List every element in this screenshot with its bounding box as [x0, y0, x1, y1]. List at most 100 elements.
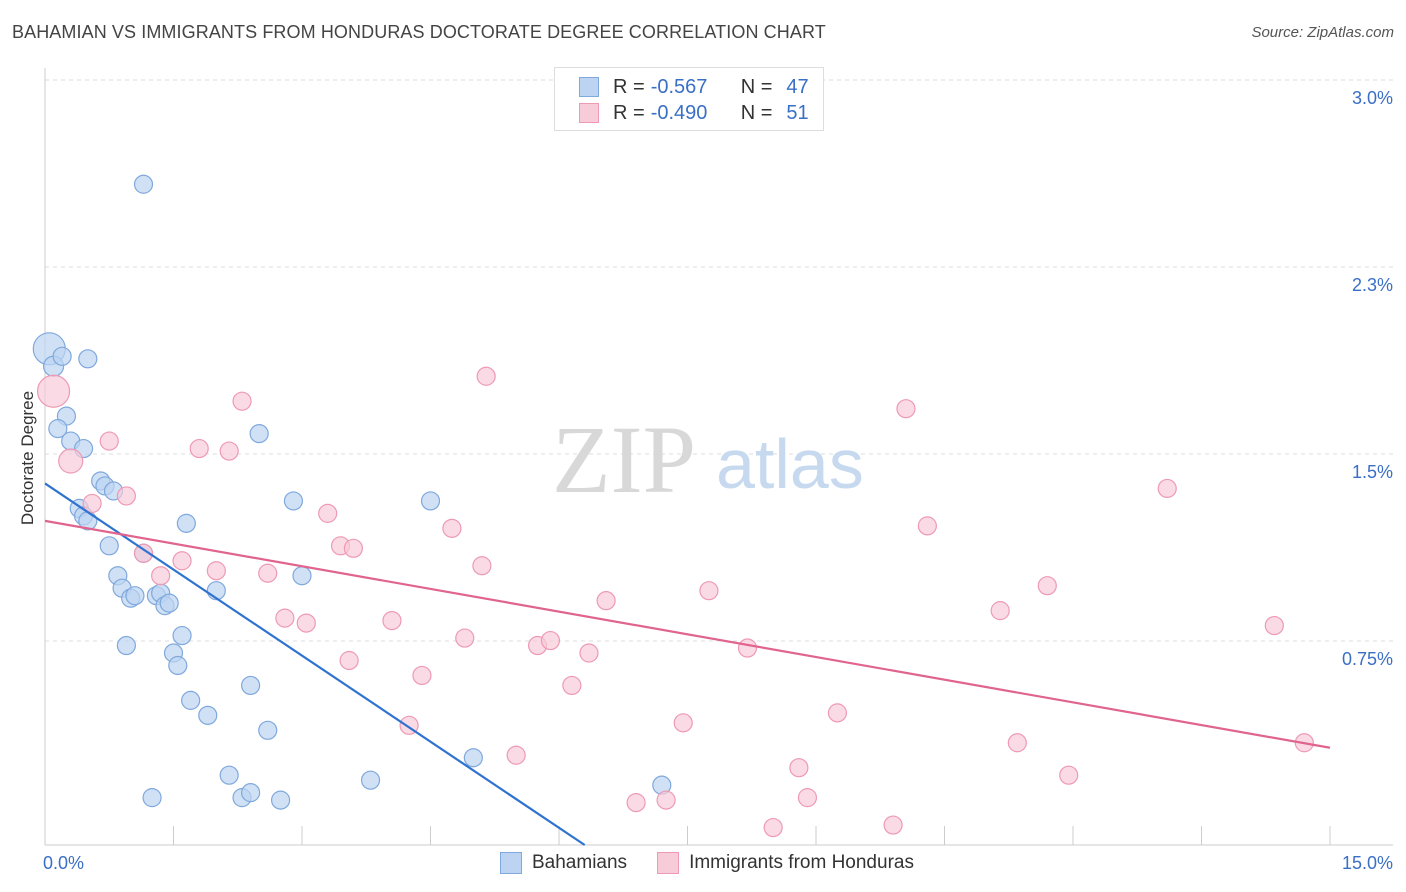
bahamian-point: [241, 783, 261, 803]
honduras-point: [296, 613, 316, 633]
legend-swatch-pink: [657, 852, 680, 874]
honduras-point: [797, 788, 818, 808]
honduras-point: [99, 431, 119, 451]
honduras-point: [1264, 615, 1284, 636]
honduras-point: [219, 441, 239, 461]
points-layer: [32, 174, 1314, 838]
correlation-legend: R = -0.567 N = 47 R = -0.490 N = 51: [554, 67, 824, 131]
legend-label-bahamians: Bahamians: [532, 852, 628, 873]
bahamian-point: [283, 491, 304, 511]
bahamian-point: [249, 424, 269, 444]
legend-item-honduras[interactable]: Immigrants from Honduras: [657, 852, 914, 874]
bahamian-point: [133, 174, 154, 194]
series-legend: Bahamians Immigrants from Honduras: [500, 852, 944, 874]
honduras-point: [476, 366, 496, 386]
honduras-point: [789, 758, 809, 778]
honduras-point: [133, 543, 154, 563]
y-tick-label: 3.0%: [1352, 88, 1393, 108]
honduras-point: [656, 790, 676, 810]
trendline-layer: [44, 482, 1331, 846]
honduras-point: [1037, 576, 1057, 596]
axis-layer: [44, 68, 1393, 846]
chart-title: BAHAMIAN VS IMMIGRANTS FROM HONDURAS DOC…: [12, 22, 826, 42]
y-tick-label: 0.75%: [1342, 649, 1393, 669]
honduras-point: [673, 713, 693, 733]
honduras-point: [763, 817, 783, 838]
honduras-point: [579, 643, 599, 663]
honduras-point: [258, 563, 278, 583]
bahamian-point: [125, 586, 145, 606]
honduras-point: [883, 815, 903, 835]
bahamian-trendline: [44, 482, 586, 846]
x-tick-label: 0.0%: [43, 853, 84, 873]
bahamian-point: [258, 720, 278, 740]
honduras-point: [917, 516, 937, 536]
legend-row-honduras: R = -0.490 N = 51: [579, 100, 809, 126]
watermark: ZIP atlas: [552, 406, 864, 513]
bahamian-point: [241, 675, 261, 696]
bahamian-point: [172, 625, 192, 646]
tick-label-layer: 0.75% 1.5% 2.3% 3.0% 0.0% 15.0%: [43, 88, 1393, 873]
bahamian-point: [142, 788, 162, 808]
honduras-point: [339, 650, 359, 671]
honduras-point: [596, 591, 616, 611]
bahamian-point: [52, 346, 72, 366]
bahamian-point: [219, 765, 239, 785]
honduras-point: [275, 608, 295, 628]
legend-row-bahamians: R = -0.567 N = 47: [579, 74, 809, 100]
honduras-point: [626, 793, 646, 813]
honduras-point: [562, 675, 582, 696]
honduras-point: [189, 438, 209, 459]
honduras-point: [172, 551, 192, 571]
honduras-point: [343, 538, 363, 558]
legend-r-value: -0.490: [650, 101, 708, 124]
x-tick-label: 15.0%: [1342, 853, 1393, 873]
honduras-point: [412, 665, 432, 686]
honduras-point: [1059, 765, 1079, 785]
legend-n-label: N =: [740, 75, 773, 98]
y-tick-label: 1.5%: [1352, 462, 1393, 482]
honduras-point: [827, 703, 848, 723]
honduras-point: [206, 561, 226, 581]
honduras-point: [442, 518, 462, 538]
honduras-point: [1007, 733, 1027, 753]
bahamian-point: [116, 635, 136, 656]
legend-swatch-pink: [579, 103, 599, 123]
source-label: Source: ZipAtlas.com: [1251, 24, 1394, 41]
legend-n-label: N =: [740, 101, 773, 124]
bahamian-point: [420, 491, 441, 511]
honduras-trendline: [44, 519, 1331, 749]
legend-item-bahamians[interactable]: Bahamians: [500, 852, 627, 874]
bahamian-point: [181, 690, 201, 710]
honduras-point: [896, 399, 916, 419]
honduras-point: [58, 448, 84, 474]
legend-r-label: R =: [613, 75, 645, 98]
y-axis-label: Doctorate Degree: [18, 391, 37, 525]
honduras-point: [506, 745, 526, 765]
watermark-atlas: atlas: [716, 425, 864, 503]
bahamian-point: [360, 770, 381, 790]
honduras-point: [318, 503, 338, 523]
bahamian-point: [270, 790, 291, 810]
bahamian-point: [463, 748, 483, 768]
y-tick-label: 2.3%: [1352, 275, 1393, 295]
bahamian-point: [292, 566, 312, 586]
honduras-point: [116, 486, 136, 506]
bahamian-point: [48, 419, 68, 439]
legend-r-label: R =: [613, 101, 645, 124]
bahamian-point: [99, 536, 119, 556]
honduras-point: [737, 638, 758, 658]
honduras-point: [472, 556, 492, 576]
watermark-zip: ZIP: [552, 406, 696, 513]
legend-n-value: 51: [786, 101, 809, 124]
honduras-point: [699, 581, 719, 601]
legend-n-value: 47: [786, 75, 809, 98]
bahamian-point: [78, 349, 98, 369]
legend-label-honduras: Immigrants from Honduras: [689, 852, 914, 873]
legend-swatch-blue: [579, 77, 599, 97]
honduras-point: [540, 630, 561, 651]
bahamian-point: [159, 593, 179, 613]
honduras-point: [455, 628, 475, 648]
legend-r-value: -0.567: [650, 75, 708, 98]
